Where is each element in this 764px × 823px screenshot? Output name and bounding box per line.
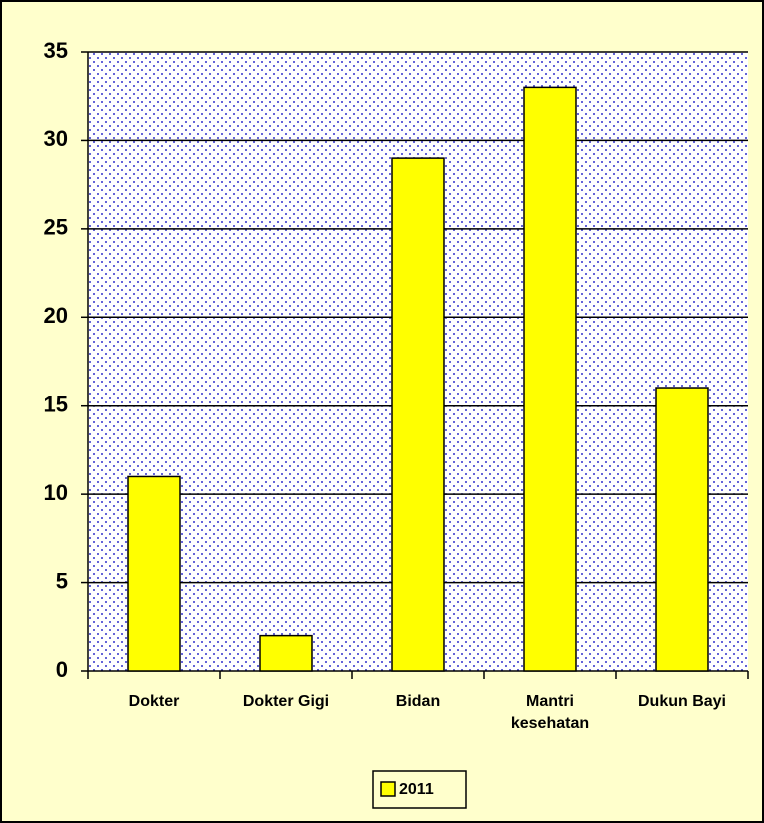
y-tick-label: 20 [44,303,68,328]
bar [523,86,577,672]
y-tick-label: 15 [44,392,68,417]
x-tick-label: Dukun Bayi [637,693,726,710]
x-tick-label: Dokter [128,693,180,710]
bar [127,475,181,672]
legend-label: 2011 [399,781,434,798]
y-tick-label: 10 [44,480,68,505]
y-tick-label: 30 [44,126,68,151]
bar [655,387,709,672]
x-tick-label: Mantri kesehatan [510,693,590,732]
y-tick-label: 5 [56,568,68,593]
bar [391,157,445,672]
y-tick-label: 0 [56,657,68,682]
bar [259,634,313,672]
legend-swatch [380,781,396,797]
x-tick-label: Bidan [395,693,441,710]
x-tick-label: Dokter Gigi [242,693,330,710]
y-tick-label: 25 [44,215,68,240]
y-tick-label: 35 [44,38,68,63]
